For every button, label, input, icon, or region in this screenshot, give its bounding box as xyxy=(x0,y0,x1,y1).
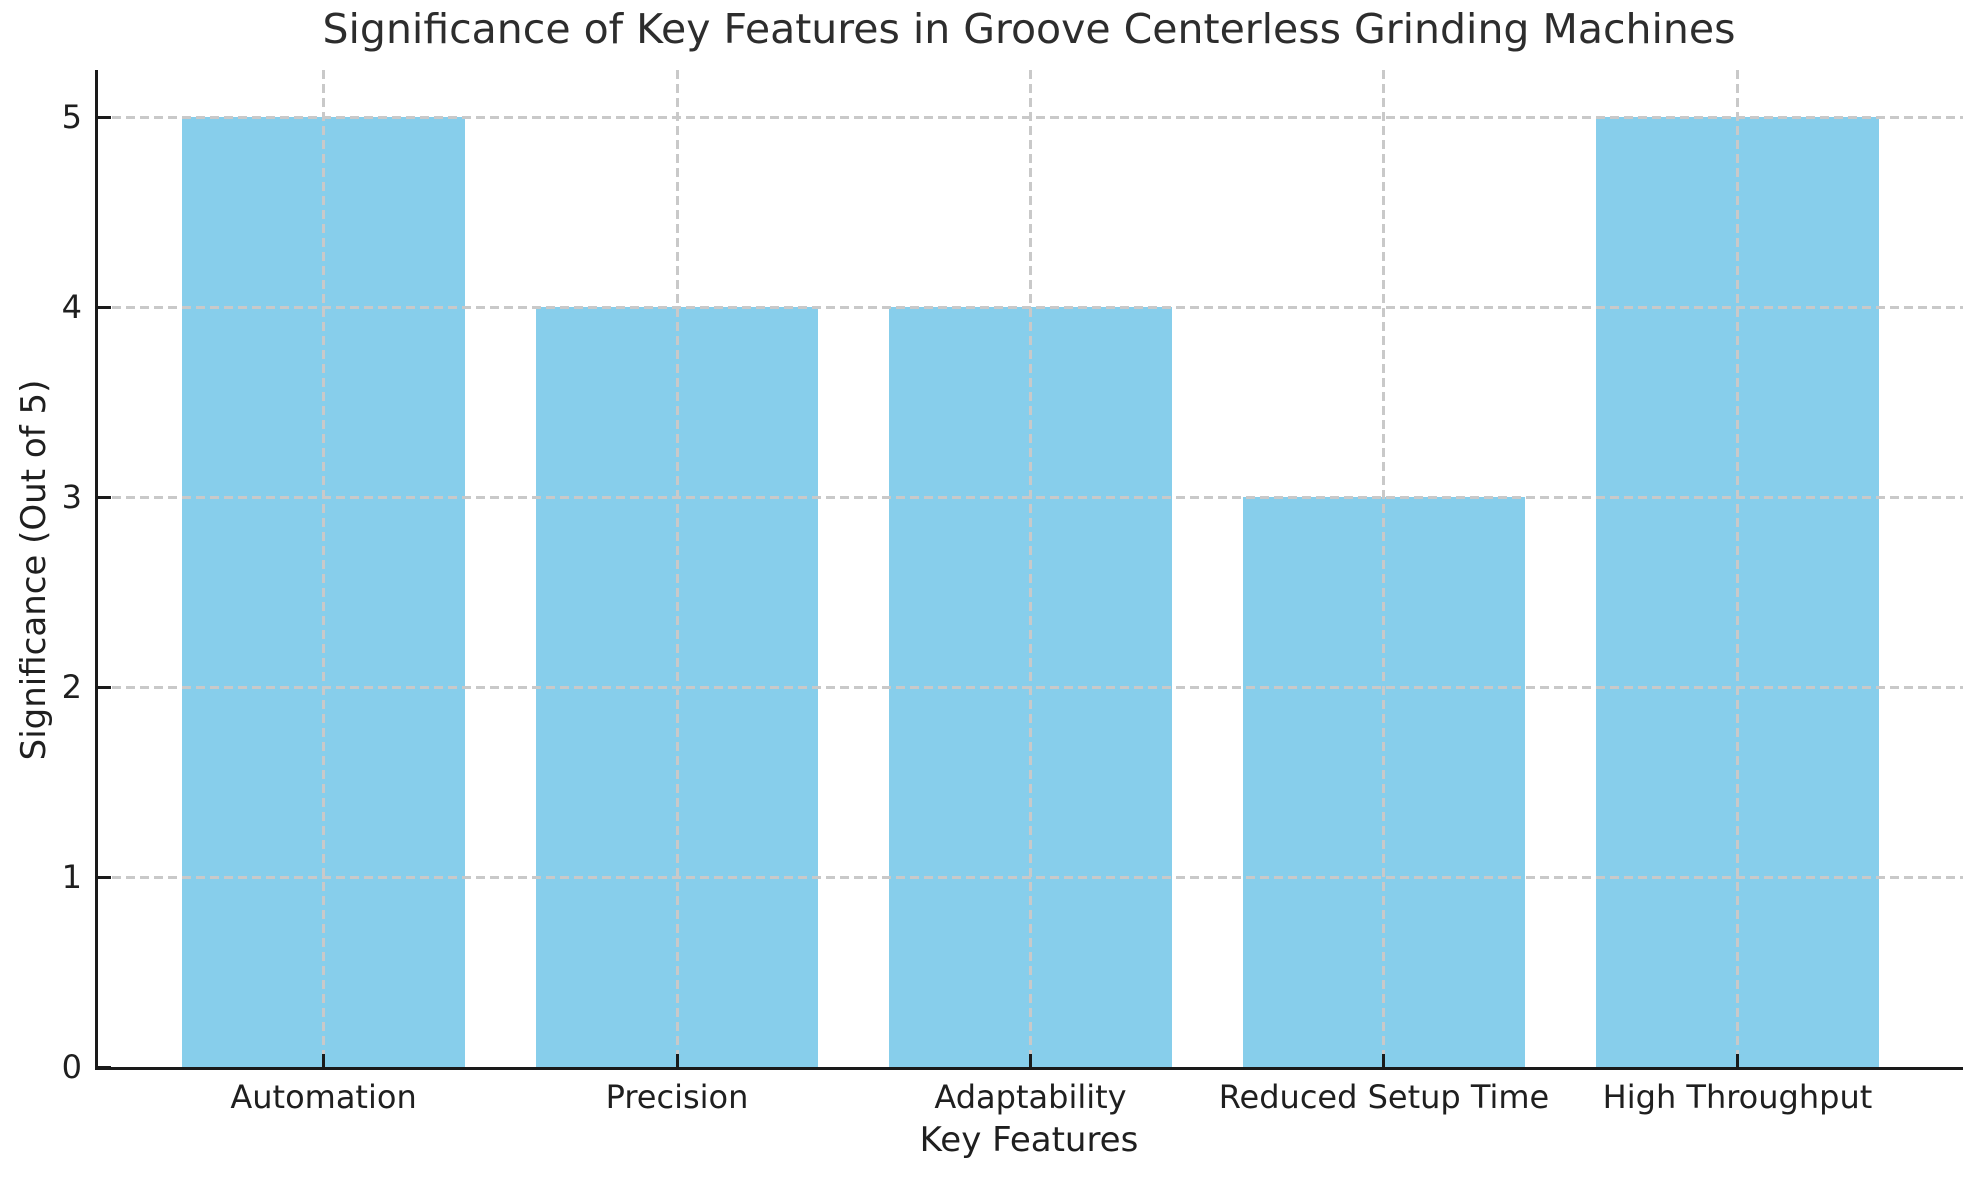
y-tick-4 xyxy=(98,305,111,309)
chart-title: Significance of Key Features in Groove C… xyxy=(322,5,1736,53)
y-tick-1 xyxy=(98,875,111,879)
y-tick-label-1: 1 xyxy=(61,858,82,897)
x-tick-adaptability xyxy=(1029,1054,1032,1067)
y-tick-5 xyxy=(98,115,111,119)
y-tick-0 xyxy=(98,1065,111,1069)
x-tick-precision xyxy=(675,1054,679,1067)
v-gridline-precision xyxy=(675,70,679,1067)
plot-area: 0 1 2 3 4 5 Automation Precision Adaptability Red… xyxy=(62,70,1963,1116)
x-tick-label-precision: Precision xyxy=(605,1078,749,1116)
x-tick-label-automation: Automation xyxy=(230,1078,417,1116)
x-tick-reduced-setup-time xyxy=(1382,1054,1386,1067)
y-tick-3 xyxy=(98,495,111,499)
x-tick-label-high-throughput: High Throughput xyxy=(1602,1078,1873,1116)
v-gridline-high-throughput xyxy=(1735,70,1739,1067)
y-tick-label-2: 2 xyxy=(61,668,82,707)
v-gridline-adaptability xyxy=(1029,70,1032,1067)
v-gridline-automation xyxy=(322,70,326,1067)
y-tick-label-3: 3 xyxy=(61,478,82,517)
y-tick-label-4: 4 xyxy=(61,288,82,327)
x-tick-high-throughput xyxy=(1735,1054,1739,1067)
v-gridline-reduced-setup-time xyxy=(1382,70,1386,1067)
y-tick-label-0: 0 xyxy=(61,1048,82,1086)
x-tick-label-reduced-setup-time: Reduced Setup Time xyxy=(1218,1078,1550,1116)
y-tick-label-5: 5 xyxy=(61,98,82,137)
x-tick-automation xyxy=(322,1054,326,1067)
x-tick-label-adaptability: Adaptability xyxy=(934,1078,1127,1116)
x-axis-label: Key Features xyxy=(919,1120,1139,1160)
y-tick-2 xyxy=(98,685,111,689)
